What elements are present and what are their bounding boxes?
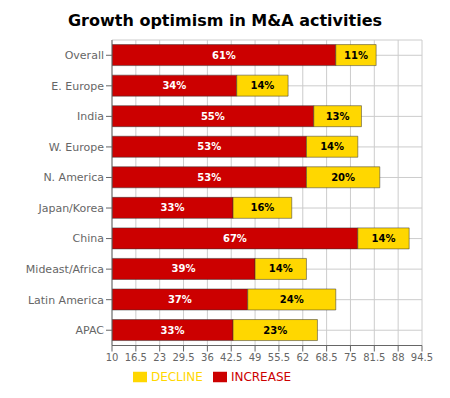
svg-text:China: China — [73, 232, 104, 245]
svg-text:14%: 14% — [269, 263, 293, 274]
svg-text:36: 36 — [201, 352, 214, 363]
svg-text:14%: 14% — [250, 80, 274, 91]
svg-text:94.5: 94.5 — [411, 352, 433, 363]
svg-text:67%: 67% — [223, 233, 247, 244]
html-text:DECLINE: DECLINE — [150, 369, 203, 384]
svg-text:Japan/Korea: Japan/Korea — [37, 202, 104, 215]
svg-text:24%: 24% — [280, 294, 304, 305]
svg-text:55.5: 55.5 — [268, 352, 290, 363]
svg-text:62: 62 — [296, 352, 309, 363]
svg-text:49: 49 — [249, 352, 262, 363]
svg-text:E. Europe: E. Europe — [51, 80, 104, 93]
svg-text:India: India — [77, 110, 104, 123]
svg-text:W. Europe: W. Europe — [49, 141, 105, 154]
svg-text:53%: 53% — [197, 141, 221, 152]
svg-text:20%: 20% — [331, 172, 355, 183]
svg-text:39%: 39% — [172, 263, 196, 274]
html-text:Growth optimism in M&A activit: Growth optimism in M&A activities — [68, 11, 382, 30]
svg-text:37%: 37% — [168, 294, 192, 305]
svg-text:34%: 34% — [162, 80, 186, 91]
svg-text:23%: 23% — [263, 325, 287, 336]
svg-text:42.5: 42.5 — [220, 352, 242, 363]
svg-text:13%: 13% — [326, 111, 350, 122]
svg-text:75: 75 — [344, 352, 357, 363]
svg-text:14%: 14% — [372, 233, 396, 244]
svg-text:APAC: APAC — [76, 324, 105, 337]
svg-text:61%: 61% — [212, 50, 236, 61]
svg-text:53%: 53% — [197, 172, 221, 183]
svg-text:11%: 11% — [344, 50, 368, 61]
svg-text:33%: 33% — [161, 202, 185, 213]
svg-text:81.5: 81.5 — [363, 352, 385, 363]
svg-text:14%: 14% — [320, 141, 344, 152]
html-text:INCREASE: INCREASE — [230, 369, 292, 384]
svg-text:55%: 55% — [201, 111, 225, 122]
svg-text:88: 88 — [392, 352, 405, 363]
svg-text:Latin America: Latin America — [28, 294, 104, 307]
svg-text:Mideast/Africa: Mideast/Africa — [26, 263, 104, 276]
svg-text:Overall: Overall — [65, 49, 104, 62]
svg-text:23: 23 — [153, 352, 166, 363]
svg-text:33%: 33% — [161, 325, 185, 336]
svg-text:68.5: 68.5 — [315, 352, 337, 363]
svg-text:10: 10 — [106, 352, 119, 363]
svg-text:16%: 16% — [250, 202, 274, 213]
svg-text:N. America: N. America — [43, 171, 104, 184]
svg-text:16.5: 16.5 — [125, 352, 147, 363]
svg-text:29.5: 29.5 — [172, 352, 194, 363]
